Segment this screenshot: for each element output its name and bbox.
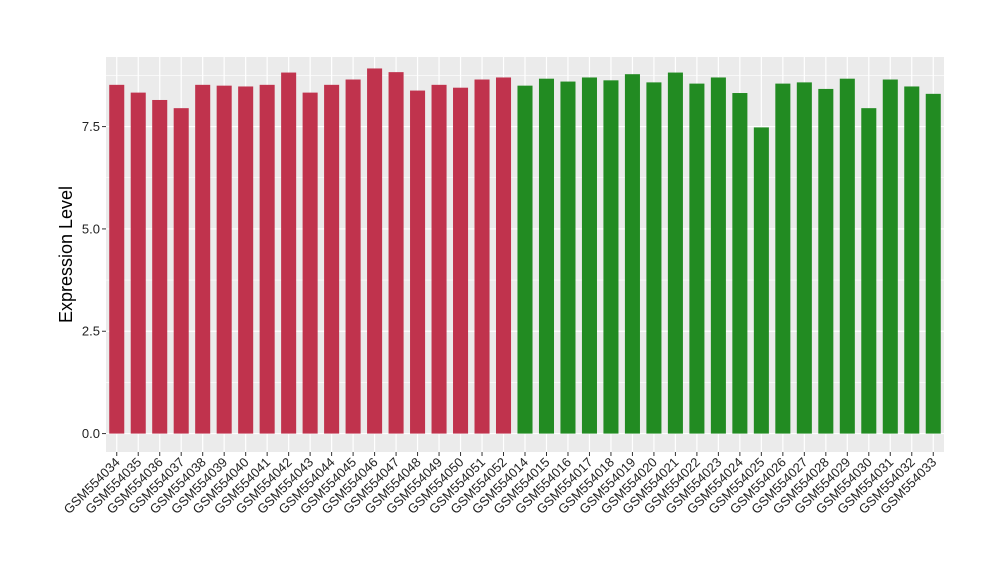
bar-GSM554022 (689, 83, 705, 434)
bar-GSM554029 (839, 78, 855, 434)
bar-GSM554035 (130, 92, 146, 434)
bars (109, 68, 941, 434)
x-axis: GSM554034GSM554035GSM554036GSM554037GSM5… (61, 452, 939, 517)
bar-GSM554043 (302, 92, 318, 434)
bar-GSM554044 (324, 84, 340, 434)
bar-GSM554016 (560, 81, 576, 434)
bar-GSM554039 (216, 85, 232, 434)
bar-GSM554046 (367, 68, 383, 434)
bar-GSM554015 (538, 78, 555, 434)
bar-GSM554028 (818, 88, 834, 434)
y-tick-label: 5.0 (82, 221, 100, 236)
y-tick-label: 7.5 (82, 119, 100, 134)
bar-GSM554047 (388, 72, 404, 434)
bar-GSM554034 (109, 84, 125, 434)
bar-GSM554027 (796, 82, 812, 434)
bar-GSM554041 (259, 84, 275, 434)
bar-GSM554037 (173, 108, 189, 434)
bar-GSM554019 (624, 74, 640, 434)
bar-GSM554052 (495, 77, 512, 434)
bar-GSM554018 (603, 80, 619, 434)
bar-GSM554049 (431, 84, 447, 434)
bar-GSM554014 (517, 85, 533, 434)
bar-GSM554042 (281, 72, 297, 434)
bar-GSM554026 (775, 83, 791, 434)
bar-GSM554033 (925, 93, 941, 434)
y-tick-label: 0.0 (82, 426, 100, 441)
y-axis: 0.0 2.5 5.0 7.5 (82, 119, 106, 441)
bar-GSM554036 (152, 99, 168, 434)
bar-GSM554025 (753, 127, 769, 434)
bar-GSM554050 (453, 87, 469, 434)
bar-GSM554021 (667, 72, 683, 434)
y-tick-label: 2.5 (82, 324, 100, 339)
bar-GSM554017 (581, 77, 597, 434)
bar-GSM554020 (646, 82, 662, 434)
bar-GSM554023 (710, 77, 726, 434)
bar-GSM554024 (732, 93, 748, 434)
bar-GSM554032 (904, 86, 920, 434)
bar-GSM554031 (882, 79, 898, 434)
y-axis-title: Expression Level (56, 186, 76, 323)
bar-GSM554045 (345, 79, 361, 434)
bar-GSM554048 (410, 90, 426, 434)
bar-GSM554040 (238, 86, 254, 434)
bar-GSM554030 (861, 108, 877, 434)
bar-GSM554051 (474, 79, 490, 434)
bar-GSM554038 (195, 84, 211, 434)
